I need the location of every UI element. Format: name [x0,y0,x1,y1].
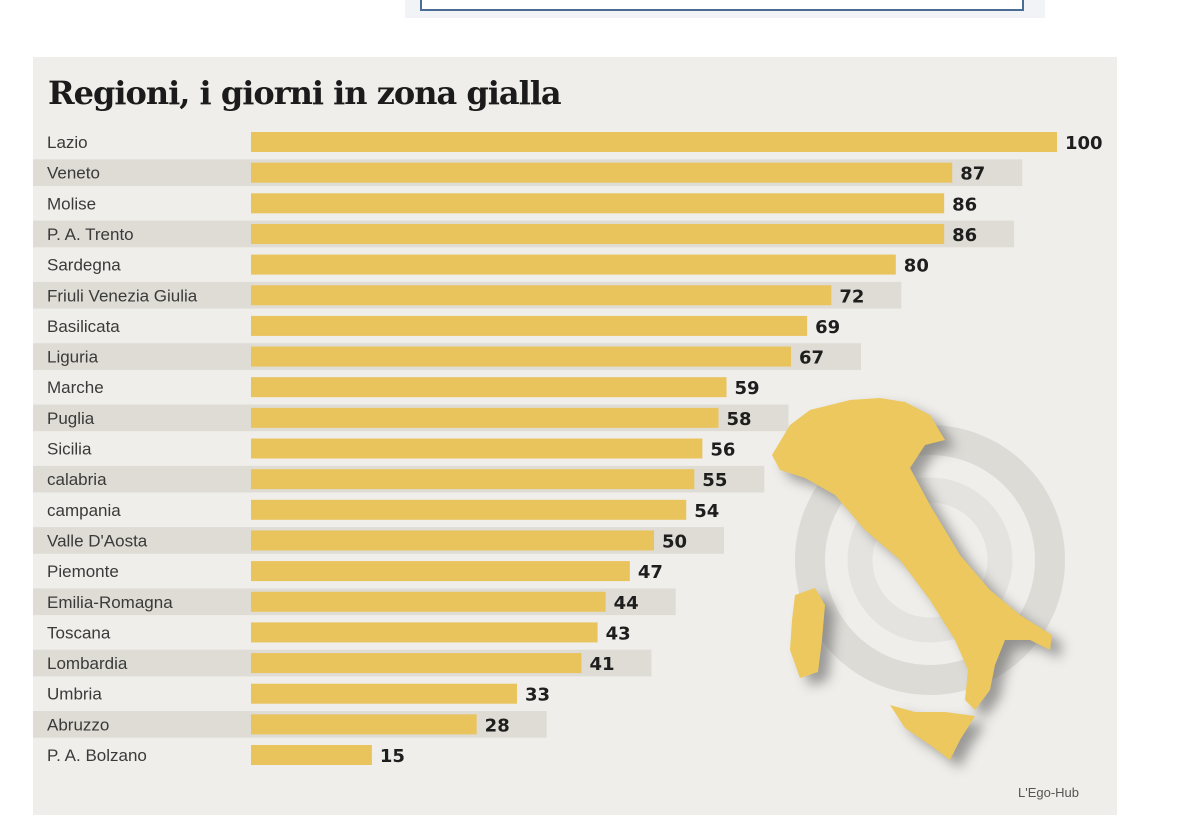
category-label: Valle D'Aosta [47,531,148,550]
bar [251,346,792,367]
data-label: 86 [952,194,977,215]
bar [251,254,896,275]
bar [251,193,945,214]
bar [251,377,727,398]
source-credit: L'Ego-Hub [1018,785,1080,800]
data-label: 87 [960,164,985,185]
data-label: 58 [726,409,751,430]
bar [251,162,953,183]
bar [251,469,695,490]
data-label: 56 [710,440,735,461]
category-label: Lombardia [47,654,128,673]
category-label: Sardegna [47,256,121,275]
category-label: Umbria [47,685,102,704]
bar [251,530,654,551]
category-label: Piemonte [47,562,119,581]
bar [251,407,719,428]
category-label: P. A. Bolzano [47,746,147,765]
data-label: 44 [614,593,639,614]
data-label: 55 [702,470,727,491]
data-label: 41 [589,654,614,675]
bar [251,683,517,704]
chart-title: Regioni, i giorni in zona gialla [48,74,562,112]
data-label: 59 [735,378,760,399]
category-label: Abruzzo [47,715,109,734]
category-label: Molise [47,194,96,213]
bar [251,745,372,765]
category-label: Friuli Venezia Giulia [47,286,198,305]
category-label: Toscana [47,623,111,642]
ring-decoration [847,477,1013,643]
category-label: Lazio [47,133,88,152]
data-label: 72 [839,286,864,307]
bar [251,653,582,674]
data-label: 54 [694,501,719,522]
bar [251,499,687,520]
bar [251,438,703,459]
category-label: P. A. Trento [47,225,134,244]
category-label: campania [47,501,121,520]
data-label: 15 [380,746,405,767]
italy-shape [772,398,1052,760]
data-label: 86 [952,225,977,246]
bar [251,622,598,643]
top-input-box [420,0,1024,11]
bar [251,714,477,735]
bar [251,561,630,582]
category-label: Marche [47,378,104,397]
bar [251,132,1057,152]
data-label: 28 [485,715,510,736]
data-label: 43 [606,623,631,644]
data-label: 33 [525,685,550,706]
category-label: Puglia [47,409,95,428]
category-label: calabria [47,470,107,489]
data-label: 67 [799,348,824,369]
data-label: 47 [638,562,663,583]
bar [251,591,606,612]
data-label: 100 [1065,133,1103,154]
category-label: Basilicata [47,317,120,336]
data-label: 80 [904,256,929,277]
category-label: Emilia-Romagna [47,593,173,612]
category-label: Liguria [47,348,99,367]
italy-map-illustration [772,398,1065,768]
data-label: 69 [815,317,840,338]
data-label: 50 [662,531,687,552]
category-label: Sicilia [47,440,92,459]
bar [251,285,832,306]
category-label: Veneto [47,164,100,183]
bar [251,315,808,336]
bar [251,223,945,244]
